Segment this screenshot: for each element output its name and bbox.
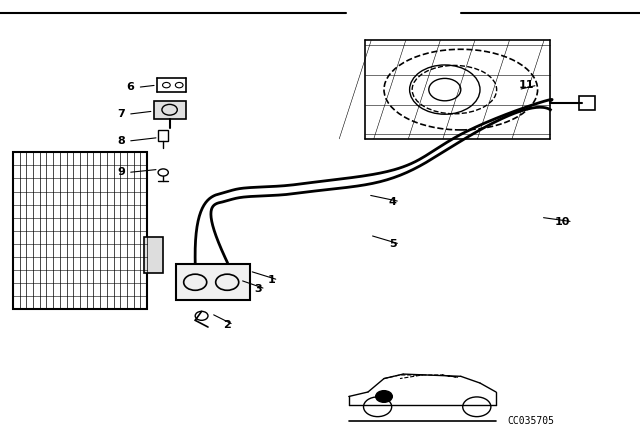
Bar: [579, 96, 595, 110]
Bar: [176, 264, 250, 300]
Bar: [13, 152, 147, 309]
Bar: [154, 101, 186, 119]
Text: CC035705: CC035705: [508, 416, 555, 426]
Text: 10: 10: [554, 217, 570, 227]
Text: 1: 1: [268, 275, 275, 285]
Text: 2: 2: [223, 320, 230, 330]
Bar: [158, 130, 168, 141]
Ellipse shape: [412, 65, 497, 114]
Text: 9: 9: [117, 168, 125, 177]
Text: 11: 11: [519, 80, 534, 90]
Text: 7: 7: [117, 109, 125, 119]
Text: 8: 8: [117, 136, 125, 146]
Circle shape: [376, 391, 392, 402]
Text: 5: 5: [389, 239, 397, 249]
Ellipse shape: [384, 49, 538, 130]
Circle shape: [463, 397, 491, 417]
Bar: [144, 237, 163, 273]
Circle shape: [364, 397, 392, 417]
Text: 3: 3: [255, 284, 262, 294]
Text: 4: 4: [389, 197, 397, 207]
Text: 6: 6: [127, 82, 134, 92]
